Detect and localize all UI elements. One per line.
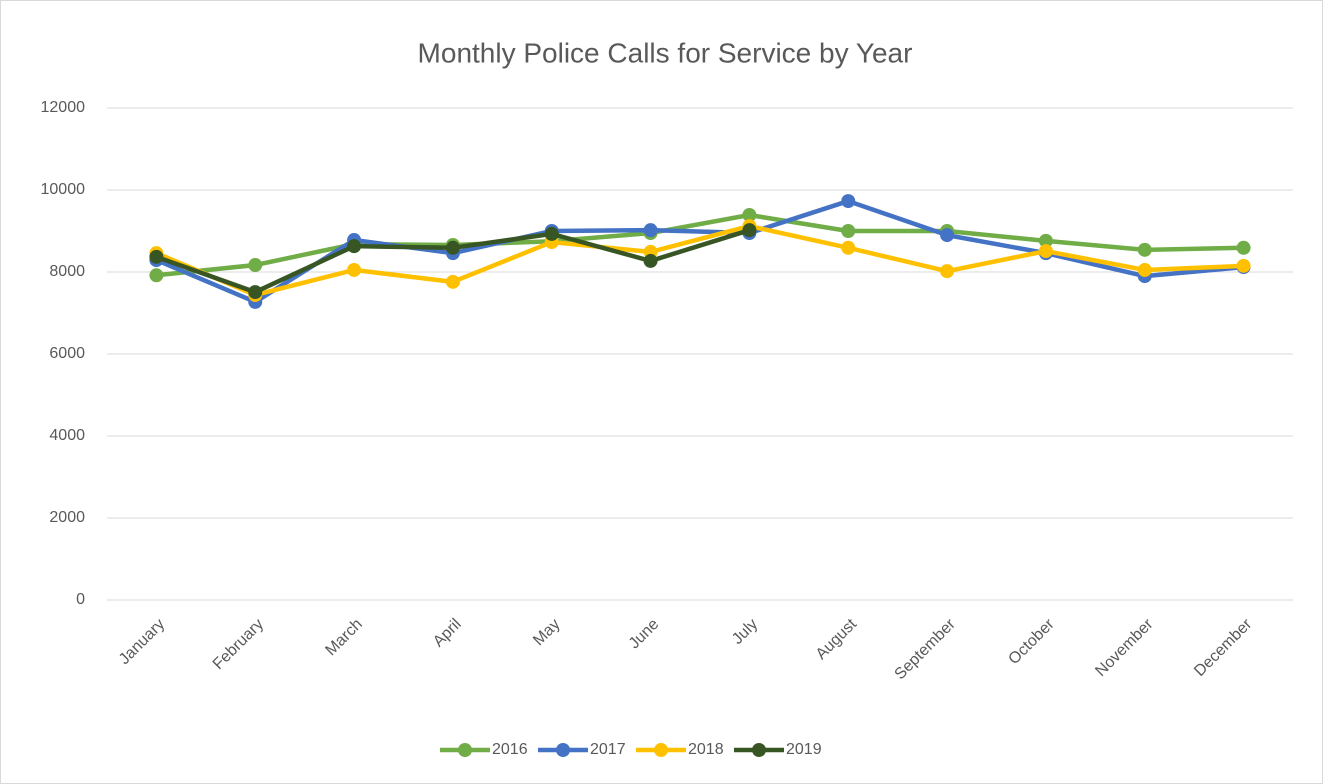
- legend-label: 2016: [492, 741, 528, 758]
- y-tick-label: 10000: [41, 181, 86, 198]
- data-point: [445, 274, 460, 289]
- series-line: [156, 212, 1244, 278]
- y-tick-label: 2000: [49, 509, 85, 526]
- legend-marker: [654, 743, 668, 757]
- data-point: [248, 258, 263, 273]
- data-point: [940, 228, 955, 243]
- data-point: [643, 223, 658, 238]
- legend-marker: [752, 743, 766, 757]
- data-point: [643, 253, 658, 268]
- y-tick-label: 8000: [49, 263, 85, 280]
- data-point: [742, 208, 757, 223]
- legend-label: 2019: [786, 741, 822, 758]
- data-point: [248, 285, 263, 300]
- legend-marker: [556, 743, 570, 757]
- series-line: [155, 223, 1244, 298]
- y-tick-label: 12000: [41, 99, 86, 116]
- series-line: [155, 198, 1244, 305]
- data-point: [347, 239, 362, 254]
- y-tick-label: 4000: [49, 427, 85, 444]
- y-tick-label: 6000: [49, 345, 85, 362]
- legend-label: 2017: [590, 741, 626, 758]
- data-point: [841, 224, 856, 238]
- data-point: [1137, 242, 1152, 257]
- y-tick-label: 0: [76, 591, 85, 608]
- data-point: [347, 262, 362, 277]
- data-point: [1236, 258, 1251, 273]
- legend-marker: [458, 743, 472, 757]
- data-point: [544, 226, 559, 241]
- chart-title: Monthly Police Calls for Service by Year: [418, 37, 913, 68]
- data-point: [1236, 240, 1251, 255]
- data-point: [1038, 233, 1053, 248]
- data-point: [445, 240, 460, 255]
- data-point: [149, 249, 164, 264]
- data-point: [841, 194, 856, 209]
- data-point: [841, 240, 856, 255]
- data-point: [940, 264, 955, 279]
- data-point: [742, 223, 757, 238]
- data-point: [1137, 262, 1152, 277]
- data-point: [1038, 244, 1053, 259]
- legend-label: 2018: [688, 741, 724, 758]
- data-point: [149, 268, 164, 283]
